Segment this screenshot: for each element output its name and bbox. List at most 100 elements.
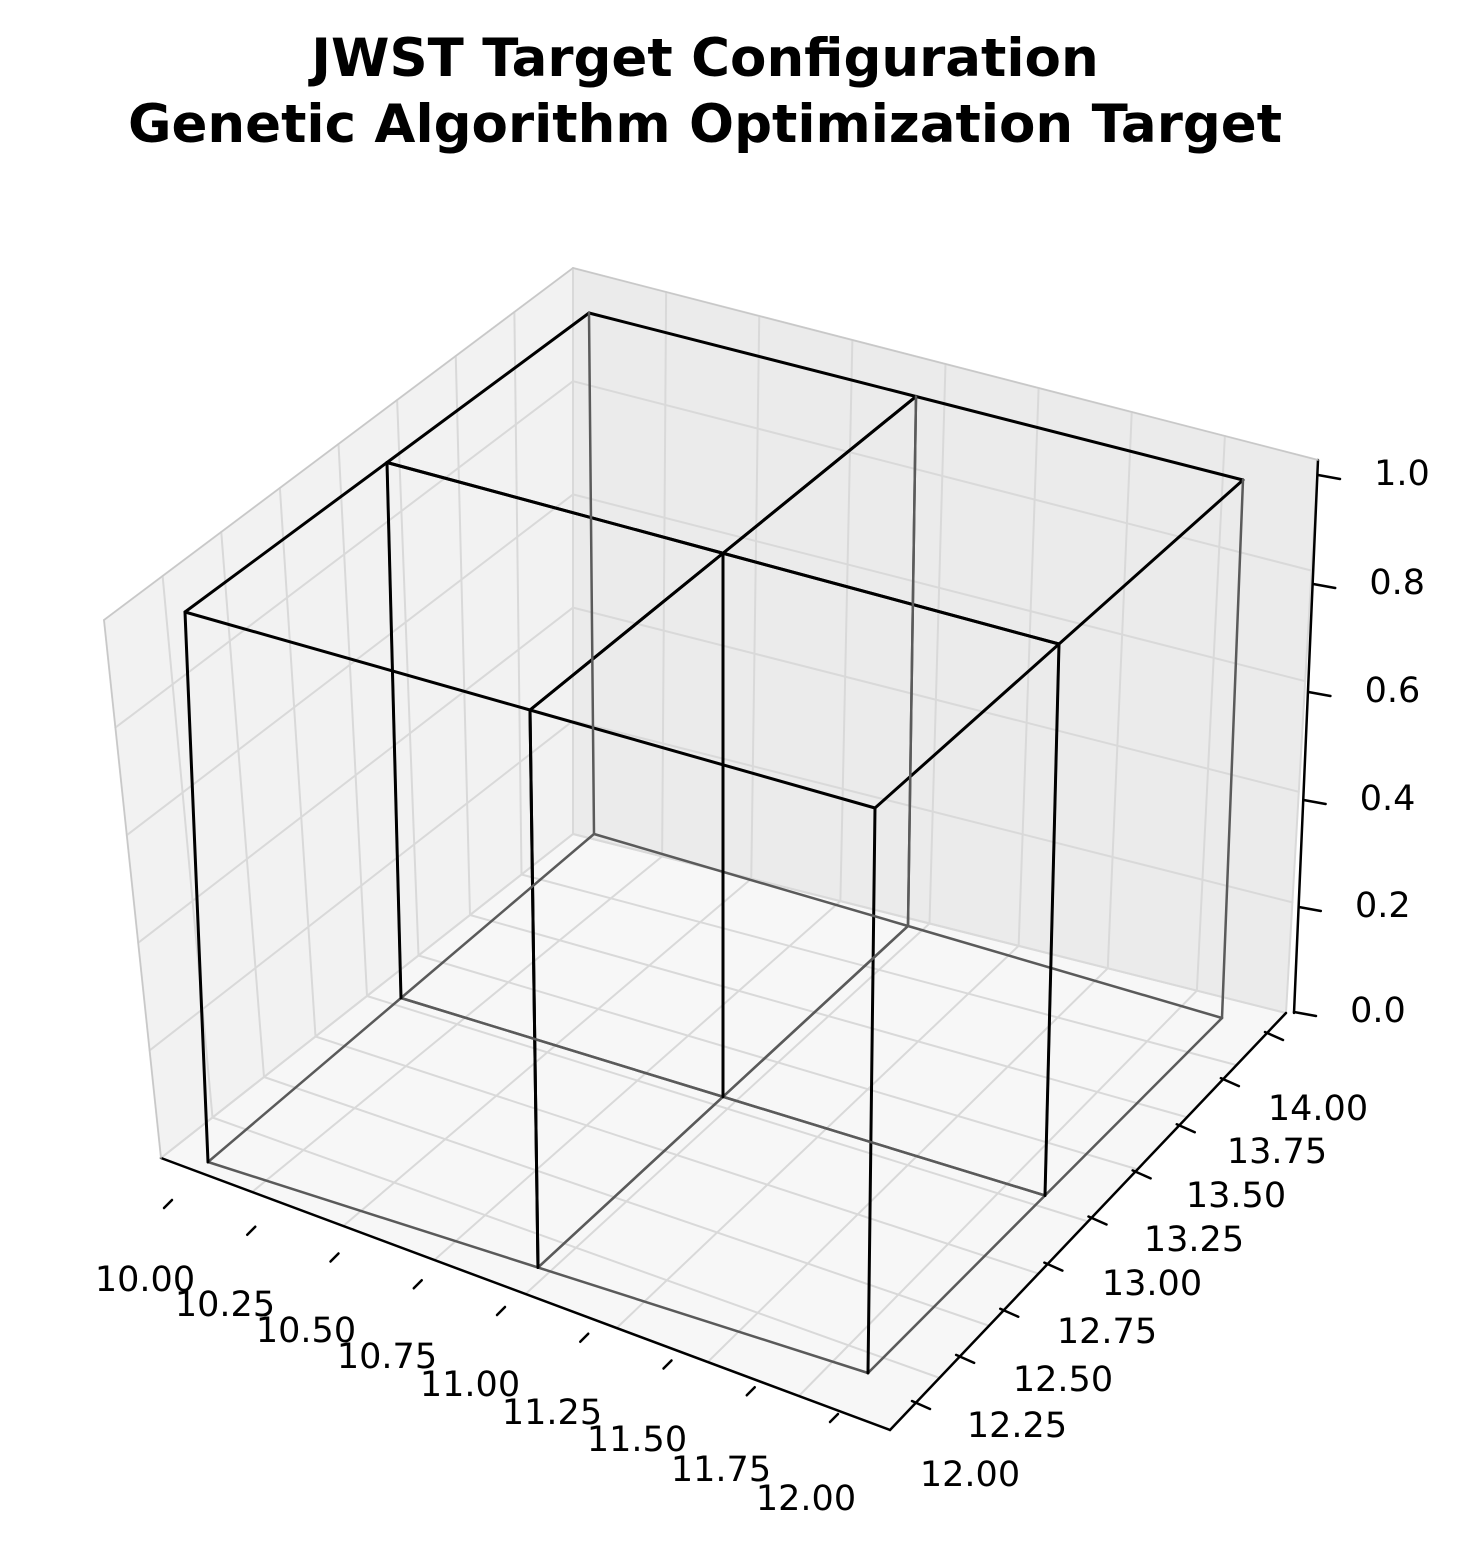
z-axis-line	[1292, 458, 1320, 1015]
box-edge	[183, 610, 210, 1164]
x-tick-label: 10.50	[256, 1311, 356, 1351]
z-tick	[1307, 690, 1332, 698]
box-edge	[592, 832, 910, 928]
left-gridline-z	[125, 493, 574, 837]
left-gridline-z	[137, 606, 574, 944]
x-tick	[745, 1386, 756, 1397]
z-tick	[1311, 582, 1337, 590]
chart-title: JWST Target Configuration	[311, 28, 1099, 89]
box-edge	[399, 996, 725, 1098]
box-edge	[1057, 478, 1245, 646]
z-tick-label: 0.0	[1350, 991, 1406, 1031]
z-tick	[1302, 798, 1327, 806]
z-tick-label: 1.0	[1374, 454, 1430, 494]
back-gridline-z	[572, 719, 1294, 904]
x-tick-label: 10.25	[175, 1285, 275, 1325]
y-tick	[1175, 1123, 1196, 1134]
y-tick-label: 12.75	[1057, 1312, 1157, 1352]
box-edge	[866, 1194, 1047, 1375]
box-edge	[528, 708, 877, 810]
floor-gridline-y	[314, 1035, 1040, 1275]
box-edge	[914, 395, 1245, 482]
box-edge	[721, 1095, 1047, 1197]
left-gridline-y	[513, 311, 523, 876]
z-tick	[1316, 473, 1342, 481]
z-tick-label: 0.6	[1365, 671, 1421, 711]
floor-gridline-y	[211, 1116, 941, 1379]
back-gridline-x	[1285, 459, 1319, 1014]
left-gridline-y	[396, 399, 420, 957]
x-tick	[662, 1359, 673, 1370]
x-tick-label: 11.50	[587, 1420, 687, 1460]
box-edge	[873, 642, 1061, 810]
box-edge	[399, 832, 596, 1000]
y-tick	[1087, 1215, 1108, 1226]
box-edge	[587, 311, 596, 836]
y-tick-label: 12.00	[920, 1455, 1020, 1495]
x-tick-label: 12.00	[756, 1479, 856, 1519]
left-gridline-z	[160, 833, 574, 1159]
z-tick-label: 0.8	[1369, 563, 1425, 603]
y-tick	[1043, 1261, 1064, 1272]
floor-gridline-y	[520, 873, 1238, 1067]
y-tick	[999, 1307, 1020, 1318]
left-gridline-z	[114, 380, 574, 729]
floor-gridline-y	[469, 914, 1188, 1119]
x-tick	[162, 1198, 174, 1210]
box-edge	[587, 311, 918, 398]
left-gridline-y	[161, 575, 214, 1119]
box-edge	[385, 461, 403, 1000]
y-tick-label: 13.75	[1227, 1132, 1327, 1172]
y-axis-line	[888, 1011, 1288, 1432]
z-tick-label: 0.4	[1360, 779, 1416, 819]
box-edge	[721, 924, 910, 1098]
box-edge	[906, 924, 1224, 1020]
floor-gridline-y	[366, 995, 1089, 1223]
left-gridline-y	[337, 443, 368, 997]
x-tick-label: 11.25	[502, 1393, 602, 1433]
chart-subtitle: Genetic Algorithm Optimization Target	[127, 94, 1283, 155]
left-pane-edge	[103, 619, 162, 1159]
back-pane	[573, 268, 1318, 1013]
left-pane	[104, 268, 573, 1158]
box-edge	[528, 708, 540, 1269]
y-tick-label: 13.00	[1102, 1264, 1202, 1304]
back-gridline-x	[928, 363, 947, 925]
box-edge	[385, 311, 591, 464]
box-edge	[183, 610, 532, 712]
box-edge	[906, 395, 918, 928]
x-tick-label: 11.00	[420, 1365, 520, 1405]
left-gridline-y	[278, 487, 317, 1038]
left-gridline-z	[148, 719, 574, 1052]
box-edge	[866, 806, 877, 1375]
box-edge	[385, 461, 725, 555]
box-edge	[1043, 642, 1061, 1197]
x-axis-line	[159, 1156, 892, 1432]
z-tick	[1292, 1010, 1318, 1018]
y-tick-label: 12.25	[967, 1406, 1067, 1446]
top-left-edge	[103, 267, 574, 621]
y-tick	[1131, 1169, 1152, 1180]
y-tick	[1219, 1076, 1241, 1088]
x-tick	[246, 1225, 257, 1236]
x-tick	[495, 1305, 507, 1317]
floor-pane	[161, 834, 1286, 1430]
box-edge	[721, 551, 1061, 646]
y-tick-label: 12.50	[1013, 1360, 1113, 1400]
back-gridline-x	[661, 291, 668, 858]
back-gridline-x	[1017, 387, 1040, 947]
z-tick-label: 0.2	[1355, 886, 1411, 926]
back-gridline-x	[1106, 411, 1133, 970]
box-edge	[721, 395, 918, 555]
y-tick-label: 13.25	[1144, 1220, 1244, 1260]
box-edge	[536, 1095, 725, 1269]
box-edge	[1043, 1016, 1224, 1197]
top-back-edge	[572, 267, 1319, 461]
y-tick	[1263, 1030, 1285, 1042]
z-tick	[1297, 905, 1323, 913]
box-edge	[183, 461, 389, 614]
back-gridline-x	[1195, 435, 1226, 992]
box-edge	[528, 551, 725, 712]
